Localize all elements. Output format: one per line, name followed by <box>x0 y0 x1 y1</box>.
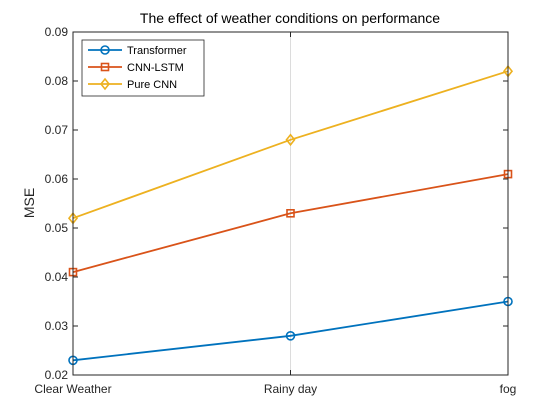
data-point-pure-cnn <box>285 133 296 147</box>
legend-label-transformer: Transformer <box>127 45 187 57</box>
y-tick-label: 0.08 <box>45 74 69 88</box>
y-tick-label: 0.05 <box>45 221 69 235</box>
series-line-pure-cnn <box>72 70 509 220</box>
legend-marker-transformer <box>100 45 110 55</box>
x-axis-ticks: Clear Weather Rainy day fog <box>34 32 516 396</box>
y-axis-label: MSE <box>21 188 37 218</box>
y-tick-label: 0.03 <box>45 319 69 333</box>
y-tick-label: 0.09 <box>45 25 69 39</box>
data-point-transformer <box>285 330 296 341</box>
legend-label-cnn-lstm: CNN-LSTM <box>127 62 184 74</box>
x-tick-label: Clear Weather <box>34 382 111 396</box>
y-tick-label: 0.04 <box>45 270 69 284</box>
legend-label-pure-cnn: Pure CNN <box>127 79 177 91</box>
x-tick-label: fog <box>500 382 517 396</box>
series-line-transformer <box>72 300 509 362</box>
legend: Transformer CNN-LSTM Pure CNN <box>81 39 205 97</box>
y-tick-label: 0.06 <box>45 172 69 186</box>
data-point-cnn-lstm <box>286 209 295 218</box>
y-tick-label: 0.02 <box>45 368 69 382</box>
legend-marker-cnn-lstm <box>100 62 110 72</box>
series-line-cnn-lstm <box>72 173 509 273</box>
x-tick-label: Rainy day <box>264 382 317 396</box>
y-tick-label: 0.07 <box>45 123 69 137</box>
chart-title: The effect of weather conditions on perf… <box>140 10 440 26</box>
y-axis-ticks: 0.02 0.03 0.04 0.05 0.06 0.07 0.08 0.09 <box>45 25 508 382</box>
legend-marker-pure-cnn <box>99 77 111 91</box>
